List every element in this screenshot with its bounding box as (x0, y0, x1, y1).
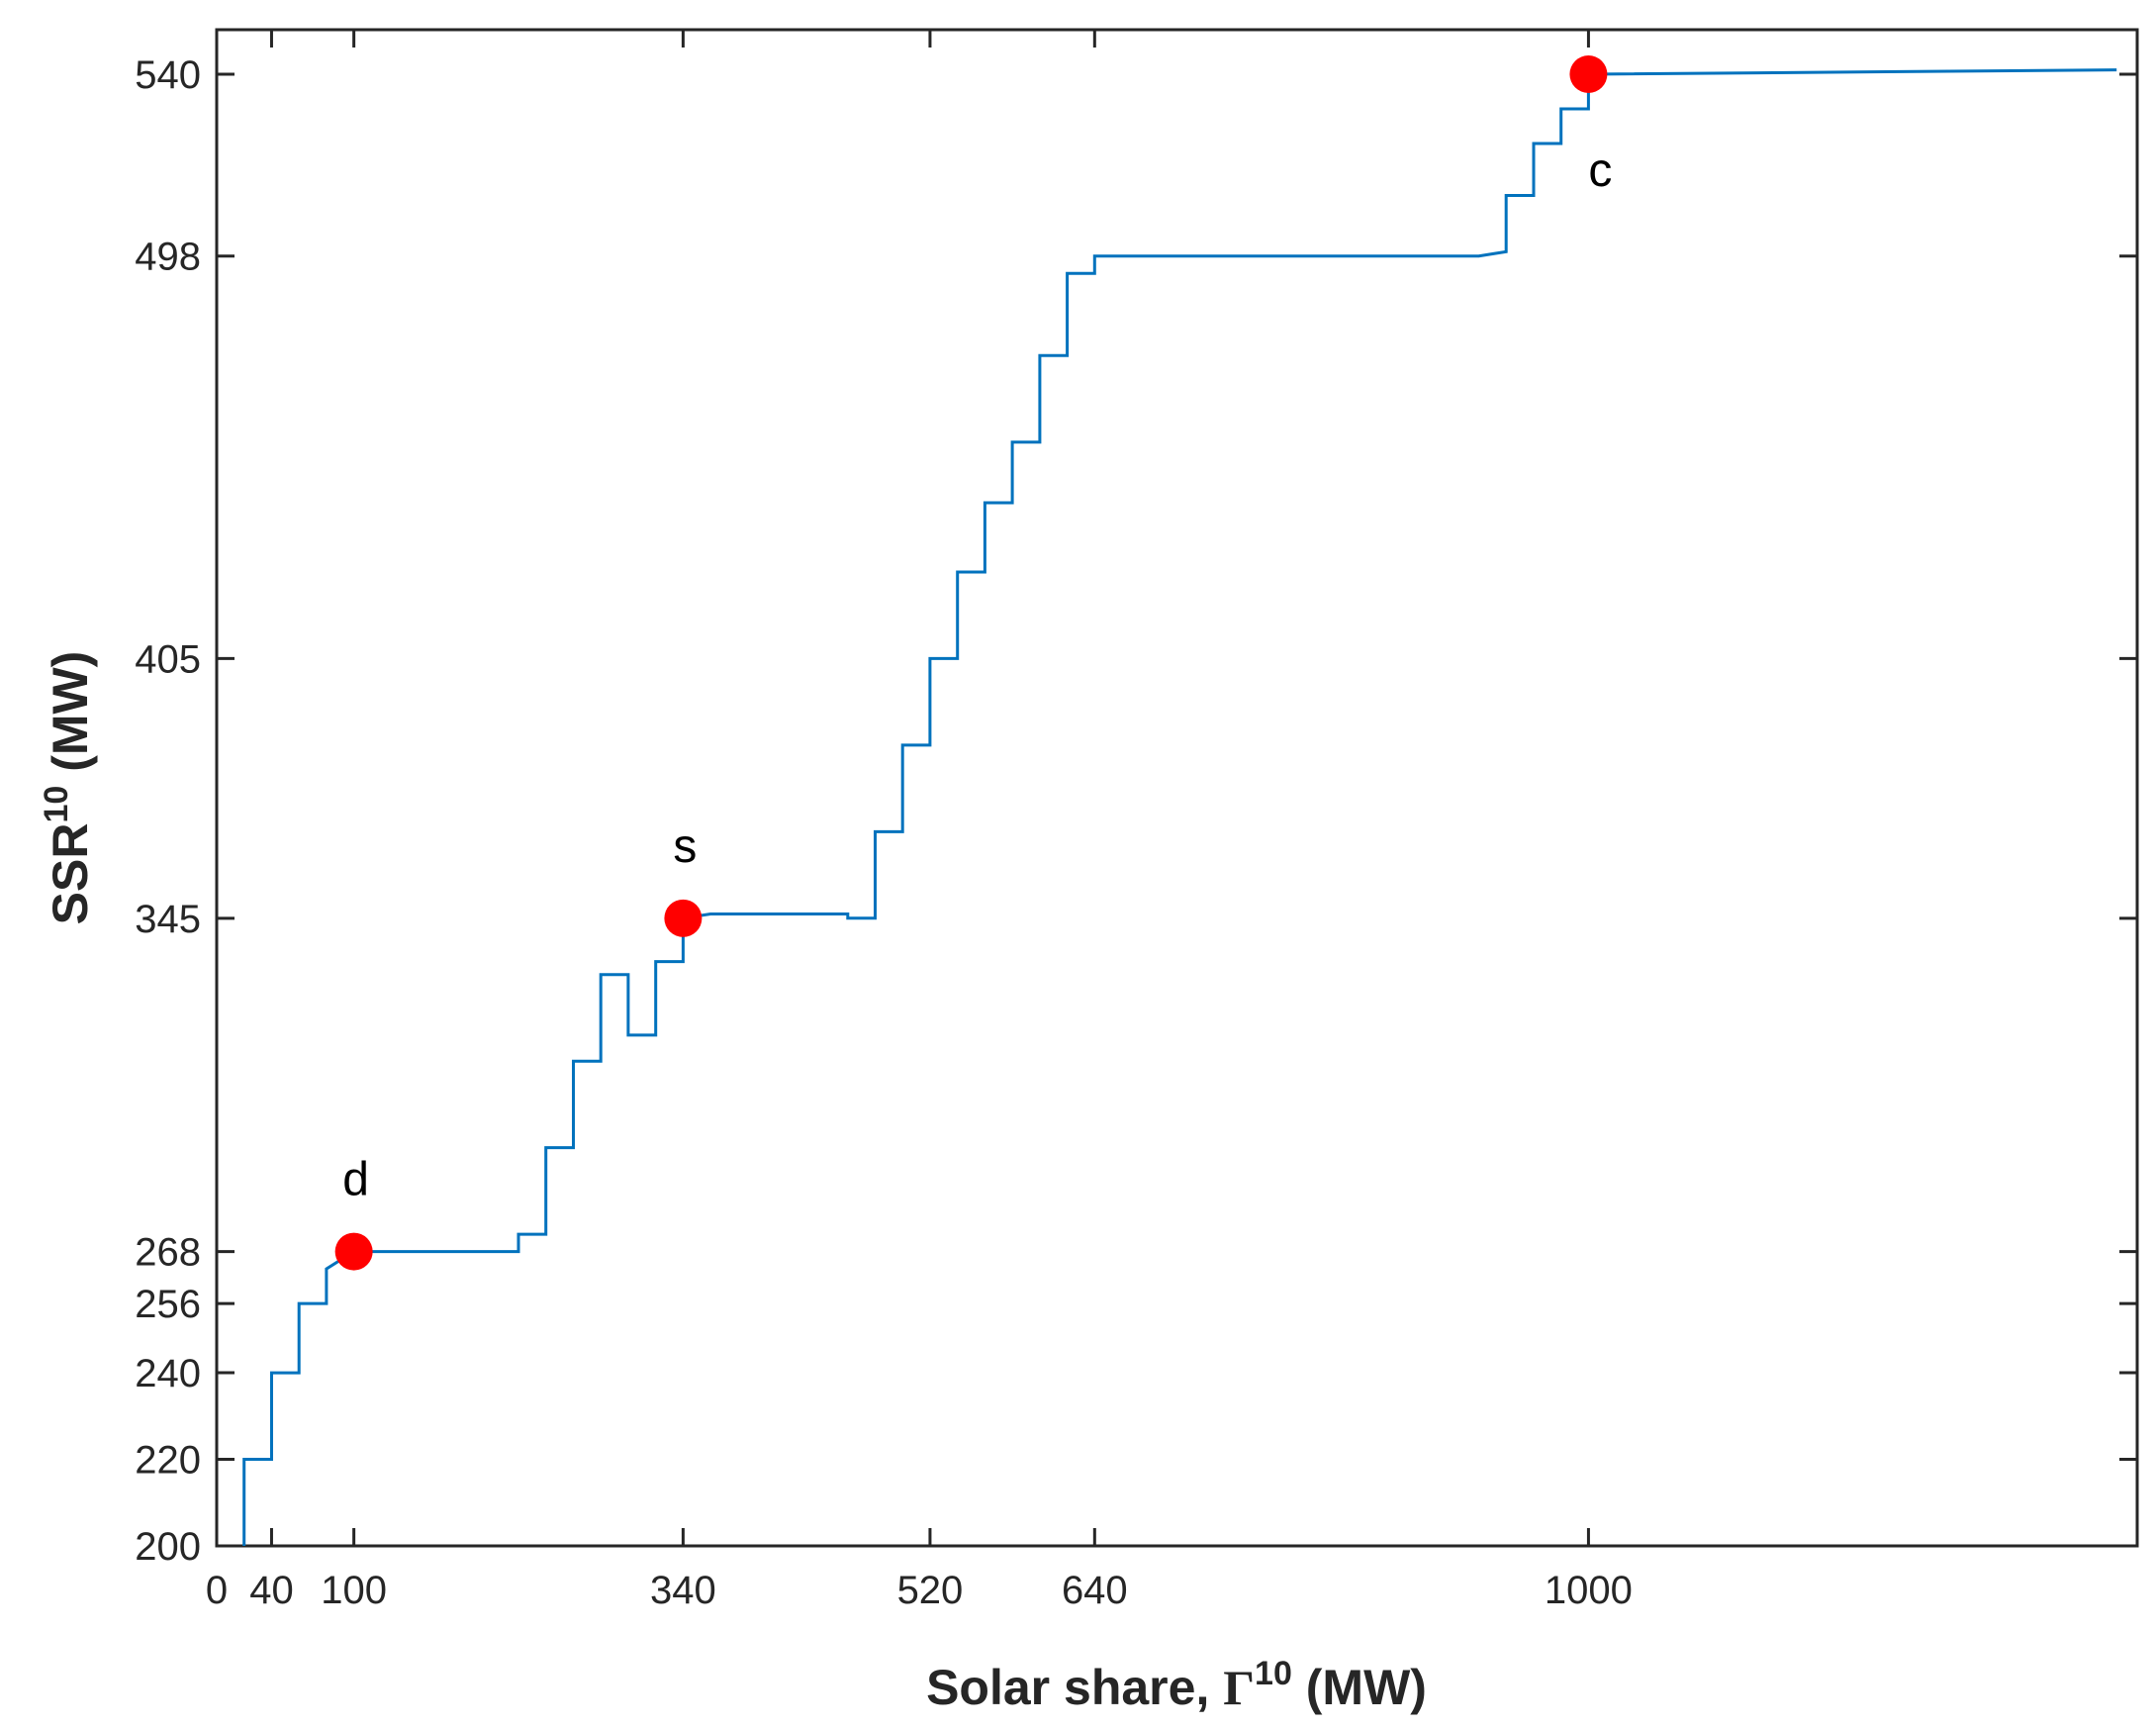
y-tick-label-405: 405 (135, 637, 201, 681)
x-tick-label-1000: 1000 (1545, 1569, 1633, 1612)
y-tick-label-240: 240 (135, 1352, 201, 1395)
gamma-symbol: Γ (1223, 1660, 1255, 1715)
y-axis-title: SSR10 (MW) (38, 651, 98, 925)
axis-ticks (215, 30, 2137, 1548)
x-tick-label-0: 0 (206, 1569, 228, 1612)
x-tick-label-340: 340 (650, 1569, 716, 1612)
x-tick-label-640: 640 (1062, 1569, 1128, 1612)
x-tick-label-520: 520 (897, 1569, 964, 1612)
x-axis-title: Solar share, Γ10 (MW) (926, 1655, 1427, 1715)
highlighted-points: d s c (334, 55, 1612, 1271)
x-tick-labels: 0 40 100 340 520 640 1000 (206, 1569, 1633, 1612)
point-label-d: d (342, 1154, 369, 1206)
y-tick-labels: 200 220 240 256 268 345 405 498 540 (135, 53, 201, 1569)
x-tick-label-40: 40 (249, 1569, 294, 1612)
y-tick-label-345: 345 (135, 898, 201, 941)
y-tick-label-256: 256 (135, 1283, 201, 1326)
point-label-s: s (673, 820, 697, 873)
point-label-c: c (1588, 144, 1612, 197)
x-tick-label-100: 100 (321, 1569, 387, 1612)
ssr-step-line (242, 68, 2117, 1546)
y-tick-label-498: 498 (135, 236, 201, 279)
point-c (1569, 55, 1608, 93)
plot-area (215, 28, 2139, 1548)
y-tick-label-220: 220 (135, 1439, 201, 1483)
y-tick-label-268: 268 (135, 1231, 201, 1275)
y-tick-label-200: 200 (135, 1525, 201, 1569)
point-d (334, 1232, 373, 1271)
point-s (664, 899, 703, 937)
y-tick-label-540: 540 (135, 53, 201, 97)
